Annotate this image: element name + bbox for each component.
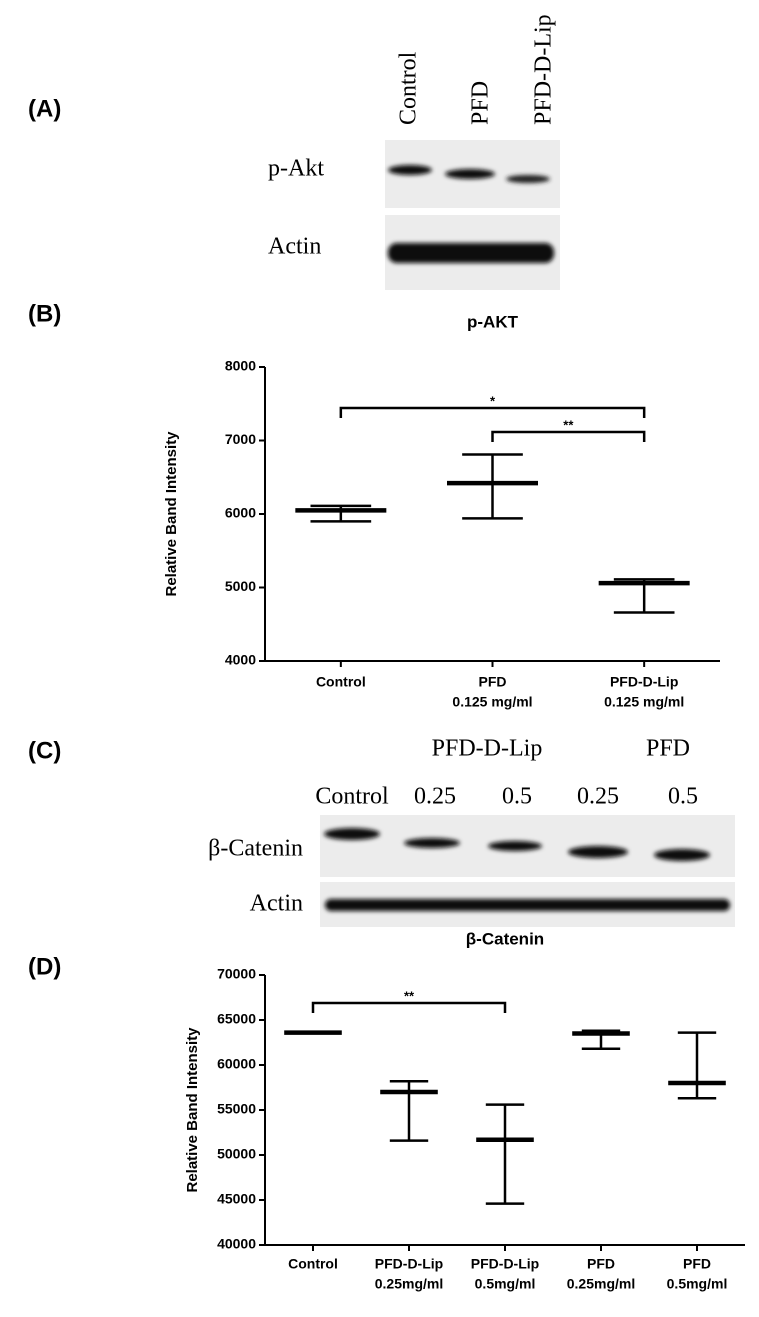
- y-tick-label: 70000: [217, 966, 256, 982]
- y-tick-label: 8000: [225, 358, 256, 374]
- lane-label: PFD: [468, 81, 494, 125]
- x-tick-label: 0.5mg/ml: [475, 1276, 536, 1292]
- x-tick-label: 0.25mg/ml: [375, 1276, 443, 1292]
- x-tick-label: PFD: [479, 674, 507, 690]
- group-label: PFD: [646, 736, 690, 762]
- row-label: Actin: [250, 891, 303, 917]
- x-tick-label: PFD-D-Lip: [375, 1256, 443, 1272]
- x-tick-label: 0.125 mg/ml: [452, 694, 532, 710]
- y-tick-label: 5000: [225, 578, 256, 594]
- y-tick-label: 50000: [217, 1146, 256, 1162]
- panel-label: (B): [28, 300, 61, 327]
- y-tick-label: 40000: [217, 1236, 256, 1252]
- y-tick-label: 7000: [225, 431, 256, 447]
- x-tick-label: 0.125 mg/ml: [604, 694, 684, 710]
- y-tick-label: 55000: [217, 1101, 256, 1117]
- x-tick-label: Control: [288, 1256, 338, 1272]
- chart-title: p-AKT: [467, 312, 519, 331]
- lane-label: Control: [315, 784, 389, 810]
- y-tick-label: 6000: [225, 505, 256, 521]
- lane-label: 0.5: [502, 784, 532, 810]
- row-label: p-Akt: [268, 156, 324, 182]
- x-tick-label: 0.5mg/ml: [667, 1276, 728, 1292]
- y-tick-label: 45000: [217, 1191, 256, 1207]
- lane-label: 0.25: [414, 784, 456, 810]
- significance-label: **: [404, 988, 415, 1003]
- y-axis-label: Relative Band Intensity: [184, 1027, 201, 1193]
- panel-label: (A): [28, 95, 61, 122]
- lane-label: 0.25: [577, 784, 619, 810]
- blot-bands: [388, 165, 554, 263]
- x-tick-label: PFD: [587, 1256, 615, 1272]
- chart-title: β-Catenin: [466, 929, 544, 948]
- y-tick-label: 4000: [225, 652, 256, 668]
- group-label: PFD-D-Lip: [432, 736, 543, 762]
- row-label: β-Catenin: [208, 836, 303, 862]
- x-tick-label: PFD: [683, 1256, 711, 1272]
- lane-label: PFD-D-Lip: [531, 14, 557, 125]
- significance-label: *: [490, 393, 496, 408]
- panel-label: (D): [28, 953, 61, 980]
- blot-bands: [324, 828, 730, 911]
- significance-label: **: [563, 417, 574, 432]
- y-tick-label: 60000: [217, 1056, 256, 1072]
- lane-label: Control: [396, 51, 422, 125]
- lane-label: 0.5: [668, 784, 698, 810]
- x-tick-label: Control: [316, 674, 366, 690]
- y-axis-label: Relative Band Intensity: [163, 431, 180, 597]
- significance-bracket: [339, 406, 646, 418]
- y-tick-label: 65000: [217, 1011, 256, 1027]
- x-tick-label: 0.25mg/ml: [567, 1276, 635, 1292]
- x-tick-label: PFD-D-Lip: [471, 1256, 539, 1272]
- panel-label: (C): [28, 737, 61, 764]
- significance-bracket: [491, 430, 646, 442]
- significance-bracket: [311, 1001, 507, 1013]
- row-label: Actin: [268, 234, 321, 260]
- x-tick-label: PFD-D-Lip: [610, 674, 678, 690]
